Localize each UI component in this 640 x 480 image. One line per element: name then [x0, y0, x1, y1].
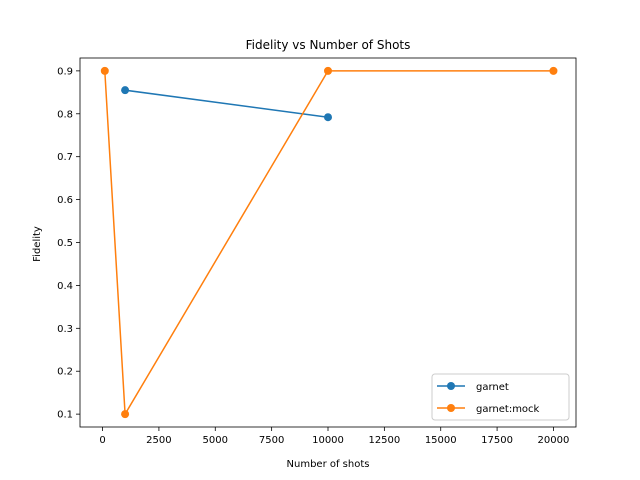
y-tick-label: 0.3 — [57, 324, 73, 335]
data-point-1-0 — [100, 66, 109, 75]
legend-box — [431, 373, 570, 421]
legend-label-1: garnet:mock — [476, 404, 540, 415]
x-tick-label: 2500 — [146, 435, 171, 446]
y-tick-label: 0.4 — [57, 281, 73, 292]
series-line-0 — [124, 89, 329, 118]
axes: 0 2500 5000 7500 10000 12500 15000 17500 20000 0.… — [57, 57, 577, 446]
y-tick-label: 0.8 — [57, 109, 73, 120]
series-line-1 — [104, 70, 554, 417]
y-tick-label: 0.6 — [57, 195, 73, 206]
x-axis-label: Number of shots — [287, 459, 370, 470]
data-point-0-0 — [121, 86, 130, 95]
x-tick-label: 17500 — [481, 435, 513, 446]
legend-marker-1 — [447, 404, 455, 412]
x-tick-label: 15000 — [425, 435, 457, 446]
legend: garnet garnet:mock — [431, 373, 570, 421]
legend-label-0: garnet — [476, 382, 509, 393]
x-tick-label: 7500 — [259, 435, 284, 446]
legend-marker-0 — [447, 382, 455, 390]
data-point-0-1 — [324, 113, 332, 122]
x-tick-label: 0 — [99, 435, 105, 446]
y-tick-label: 0.2 — [57, 367, 73, 378]
y-tick-label: 0.9 — [57, 66, 73, 77]
x-tick-label: 12500 — [368, 435, 400, 446]
data-point-1-2 — [324, 66, 332, 75]
y-tick-label: 0.1 — [57, 410, 73, 421]
x-tick-label: 5000 — [203, 435, 228, 446]
x-tick-label: 20000 — [538, 435, 570, 446]
y-tick-label: 0.7 — [57, 152, 73, 163]
data-point-1-3 — [549, 66, 558, 75]
plot-area — [100, 66, 558, 419]
chart-title: Fidelity vs Number of Shots — [246, 38, 411, 52]
x-tick-label: 10000 — [312, 435, 344, 446]
data-point-1-1 — [121, 410, 130, 419]
y-axis-label: Fidelity — [32, 226, 43, 262]
y-tick-label: 0.5 — [57, 238, 73, 249]
